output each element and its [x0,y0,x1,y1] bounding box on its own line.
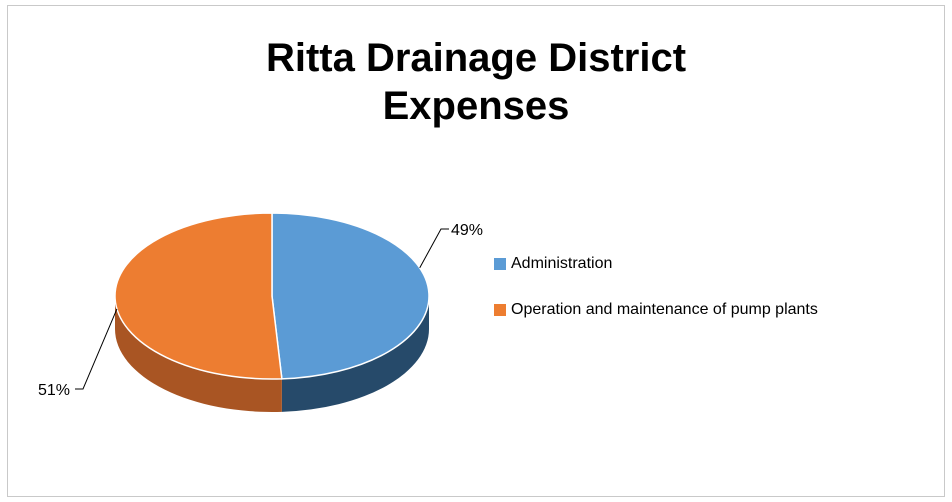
data-label-administration: 49% [451,222,483,239]
leader-line-operation [75,308,118,390]
pie-side-administration [281,296,430,412]
legend-swatch-administration [494,258,506,270]
legend: Administration Operation and maintenance… [494,254,818,346]
legend-item-administration: Administration [494,254,818,274]
pie-slice-administration [271,212,430,380]
pie-side-operation [115,296,282,412]
leader-line-administration [419,228,449,269]
legend-label-operation: Operation and maintenance of pump plants [511,301,818,318]
chart-title: Ritta Drainage District Expenses [265,36,687,128]
pie-slice-operation [114,212,283,380]
legend-item-operation: Operation and maintenance of pump plants [494,300,818,320]
legend-label-administration: Administration [511,255,613,272]
pie-chart: 49% 51% [38,212,483,412]
data-label-operation: 51% [38,382,70,399]
chart-area: Ritta Drainage District Expenses 49% 51% … [7,5,945,497]
legend-swatch-operation [494,304,506,316]
